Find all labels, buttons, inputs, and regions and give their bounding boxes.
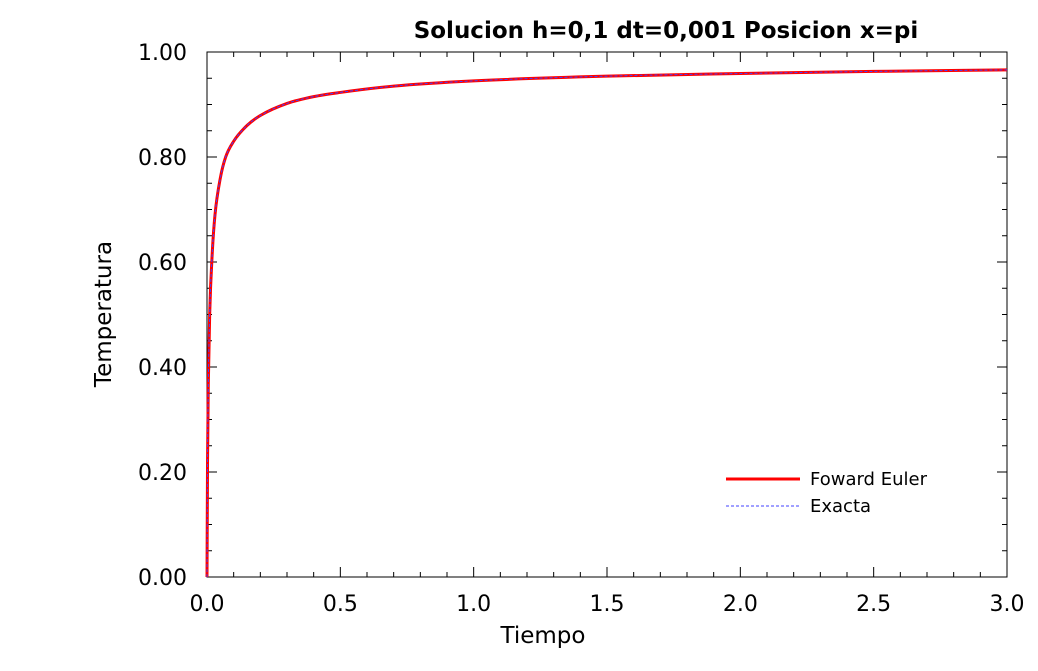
x-tick-label: 1.0	[456, 592, 491, 617]
x-tick-label: 2.5	[856, 592, 891, 617]
axis-ticks: 0.0 0.5 1.0 1.5 2.0 2.5 3.0 0.00 0.20 0.40 0.60 0.8…	[138, 41, 1024, 617]
legend-label-foward-euler: Foward Euler	[810, 469, 928, 490]
y-tick-label: 0.40	[138, 356, 187, 381]
legend-label-exacta: Exacta	[810, 496, 871, 517]
y-tick-label: 0.80	[138, 146, 187, 171]
x-tick-label: 2.0	[723, 592, 758, 617]
chart-title: Solucion h=0,1 dt=0,001 Posicion x=pi	[414, 18, 919, 44]
legend: Foward Euler Exacta	[726, 469, 928, 517]
x-tick-label: 1.5	[590, 592, 625, 617]
y-tick-label: 0.00	[138, 566, 187, 591]
x-axis-label: Tiempo	[500, 623, 586, 649]
plot-series	[205, 68, 1008, 578]
x-tick-label: 0.0	[190, 592, 225, 617]
x-tick-label: 3.0	[990, 592, 1025, 617]
series-line-exacta	[206, 69, 1008, 578]
y-axis-label: Temperatura	[91, 241, 117, 388]
x-tick-label: 0.5	[323, 592, 358, 617]
y-tick-label: 0.20	[138, 461, 187, 486]
series-line-foward-euler	[205, 68, 1008, 578]
y-tick-label: 0.60	[138, 251, 187, 276]
plot-frame	[206, 51, 1008, 578]
y-tick-label: 1.00	[138, 41, 187, 66]
